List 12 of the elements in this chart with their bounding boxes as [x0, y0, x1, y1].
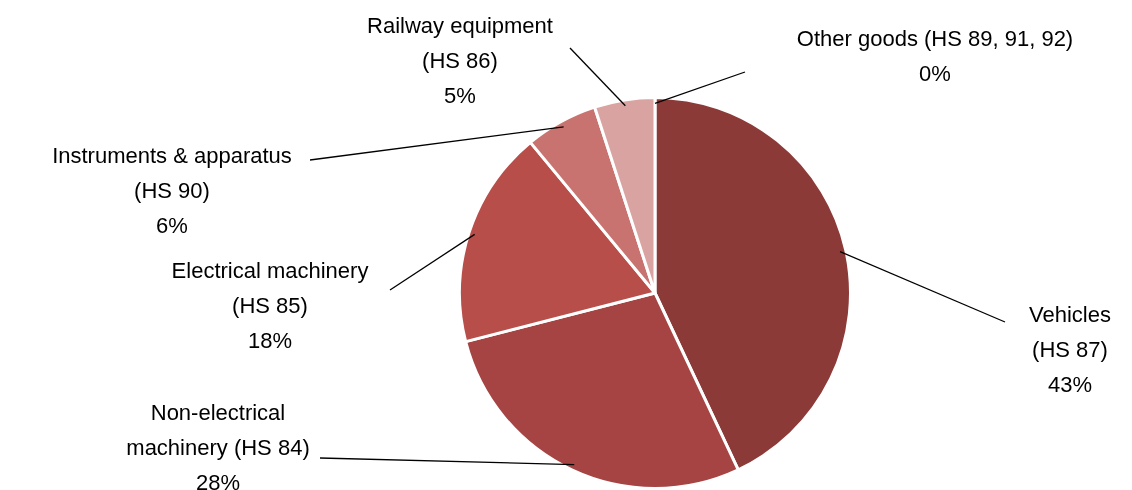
data-label: 43% [1047, 372, 1093, 397]
data-label: 18% [247, 328, 293, 353]
data-label: 5% [444, 83, 476, 108]
text: 0% [919, 61, 951, 86]
data-label: 6% [156, 213, 188, 238]
slice-label: Railway equipment (HS 86) [367, 13, 553, 73]
slice-label: Non-electrical machinery (HS 84) [126, 400, 310, 460]
data-label: 28% [195, 470, 241, 490]
slice-label: Vehicles (HS 87) [1029, 302, 1111, 362]
category-label: Other goods (HS 89, 91, 92) [796, 26, 1074, 51]
slice-label: Electrical machinery (HS 85) [171, 258, 369, 318]
slice-label: Instruments & apparatus (HS 90) [52, 143, 292, 203]
